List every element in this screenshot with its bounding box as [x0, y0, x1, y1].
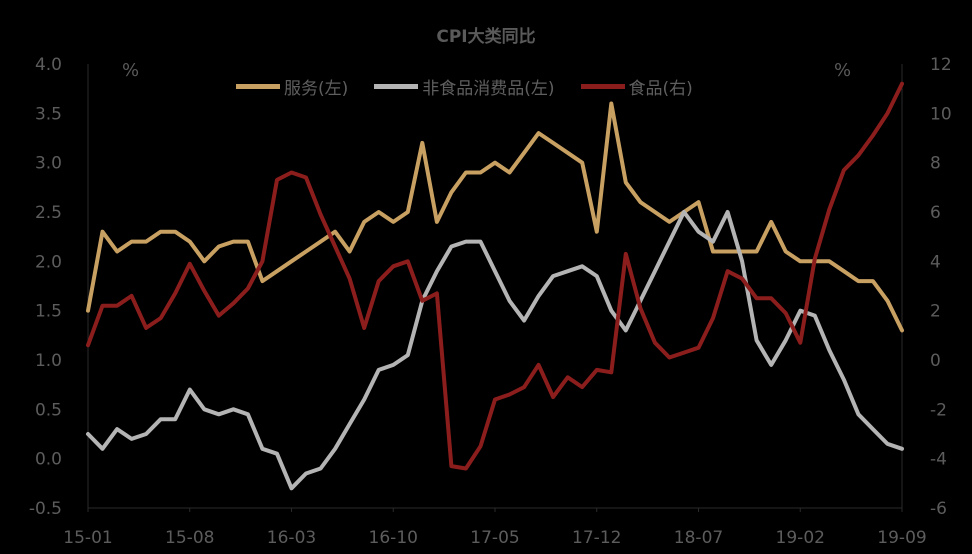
x-tick-label: 19-09: [877, 528, 926, 548]
x-tick-label: 19-02: [776, 528, 825, 548]
legend-item-food: 食品(右): [580, 74, 693, 99]
x-tick-label: 15-08: [165, 528, 214, 548]
y-left-tick-label: 0.0: [35, 450, 62, 470]
x-tick-label: 17-05: [470, 528, 519, 548]
x-tick-label: 18-07: [674, 528, 723, 548]
legend-item-nonfood: 非食品消费品(左): [374, 74, 555, 99]
y-right-tick-label: 6: [930, 203, 941, 223]
y-left-tick-label: 1.0: [35, 351, 62, 371]
y-left-tick-label: 4.0: [35, 55, 62, 75]
y-right-tick-label: 8: [930, 154, 941, 174]
y-left-tick-label: 2.5: [35, 203, 62, 223]
chart-title: CPI大类同比: [436, 27, 536, 47]
x-tick-label: 17-12: [572, 528, 621, 548]
y-right-tick-label: 2: [930, 302, 941, 322]
nonfood-goods-line: [86, 210, 904, 491]
services-line: [86, 101, 904, 333]
y-right-tick-label: -2: [930, 400, 947, 420]
y-left-tick-label: 1.5: [35, 302, 62, 322]
y-left-tick-label: 0.5: [35, 400, 62, 420]
right-axis-unit: %: [834, 60, 852, 81]
legend: 服务(左) 非食品消费品(左) 食品(右): [236, 74, 719, 99]
left-axis-unit: %: [122, 60, 140, 81]
y-left-tick-label: -0.5: [29, 499, 62, 519]
legend-swatch-services: [236, 84, 280, 89]
y-left-tick-label: 3.5: [35, 104, 62, 124]
y-right-tick-label: 4: [930, 252, 941, 272]
x-tick-label: 16-03: [267, 528, 316, 548]
legend-label-services: 服务(左): [284, 79, 349, 99]
legend-label-food: 食品(右): [628, 79, 693, 99]
legend-item-services: 服务(左): [236, 74, 348, 99]
y-left-tick-label: 2.0: [35, 252, 62, 272]
y-right-tick-label: 10: [930, 104, 952, 124]
legend-label-nonfood: 非食品消费品(左): [422, 79, 555, 99]
legend-swatch-food: [580, 84, 625, 89]
y-right-tick-label: 0: [930, 351, 941, 371]
y-right-tick-label: 12: [930, 55, 952, 75]
y-right-tick-label: -4: [930, 450, 947, 470]
x-tick-label: 15-01: [63, 528, 112, 548]
x-tick-label: 16-10: [369, 528, 418, 548]
legend-swatch-nonfood: [374, 84, 419, 89]
y-left-tick-label: 3.0: [35, 154, 62, 174]
food-line: [86, 81, 904, 471]
y-right-tick-label: -6: [930, 499, 947, 519]
